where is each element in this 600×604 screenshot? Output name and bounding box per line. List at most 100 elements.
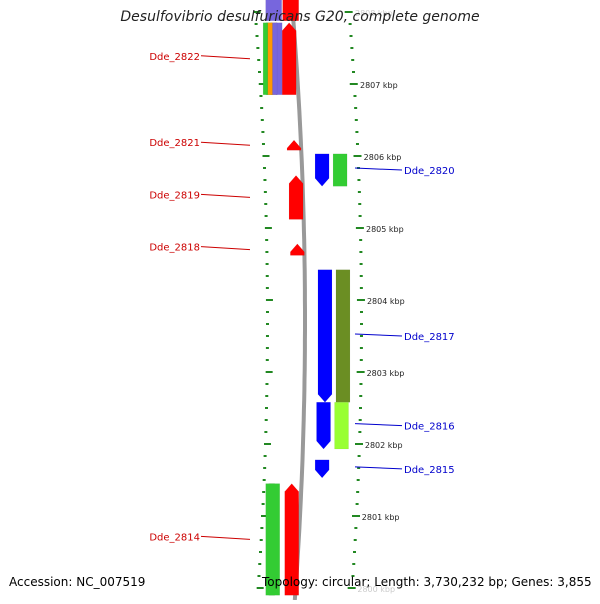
inner-tick-mark: [265, 287, 269, 289]
inner-tick-mark: [263, 179, 267, 181]
scale-label: 2803 kbp: [367, 369, 405, 378]
gene-label[interactable]: Dde_2815: [404, 465, 455, 476]
label-leader-line: [200, 141, 251, 146]
gene-label[interactable]: Dde_2814: [149, 532, 200, 543]
inner-tick-mark: [264, 203, 268, 205]
outer-tick-mark: [354, 527, 358, 529]
label-leader-line: [200, 55, 251, 60]
outer-tick-mark: [359, 263, 363, 265]
cds-forward-arrow: [314, 153, 330, 187]
inner-tick-mark: [265, 347, 269, 349]
inner-tick-mark: [265, 335, 269, 337]
inner-tick-mark: [260, 119, 264, 121]
inner-tick-mark: [255, 35, 259, 37]
cds-reverse-arrow: [282, 0, 299, 22]
inner-tick-mark: [265, 311, 269, 313]
scale-label: 2806 kbp: [364, 153, 402, 162]
outer-tick-mark: [349, 35, 353, 37]
outer-tick-mark: [358, 431, 362, 433]
outer-tick-mark: [353, 539, 357, 541]
cds-reverse-arrow: [290, 243, 305, 256]
outer-tick-mark: [353, 95, 357, 97]
inner-tick-mark: [260, 527, 264, 529]
outer-tick-mark: [348, 23, 352, 25]
inner-tick-mark: [263, 467, 267, 469]
cog-bar: [265, 483, 280, 596]
label-leader-line: [354, 333, 403, 337]
outer-tick-mark: [359, 335, 363, 337]
inner-tick-mark: [257, 575, 261, 577]
outer-tick-mark: [359, 323, 363, 325]
inner-tick-mark: [261, 143, 265, 145]
inner-tick-mark: [254, 23, 258, 25]
gene-label[interactable]: Dde_2817: [404, 332, 455, 343]
outer-tick-mark: [358, 407, 362, 409]
cog-bar: [265, 0, 282, 22]
scale-labels: 2808 kbp 2807 kbp 2806 kbp 2805 kbp 2804 kbp…: [355, 9, 405, 594]
inner-tick-mark: [265, 395, 269, 397]
outer-tick-mark: [353, 551, 357, 553]
gene-label[interactable]: Dde_2820: [404, 166, 455, 177]
outer-tick-mark: [358, 419, 362, 421]
inner-tick-mark: [263, 455, 267, 457]
gene-label[interactable]: Dde_2822: [149, 52, 200, 63]
cds-forward-arrow: [314, 459, 330, 479]
outer-tick-mark: [353, 155, 362, 157]
tick-marks: [253, 11, 365, 589]
inner-tick-mark: [261, 131, 265, 133]
accession-text: Accession: NC_007519: [9, 575, 146, 589]
scale-label: 2807 kbp: [360, 81, 398, 90]
inner-tick-mark: [258, 71, 262, 73]
inner-tick-mark: [265, 383, 269, 385]
gene-label[interactable]: Dde_2821: [149, 138, 200, 149]
inner-tick-mark: [265, 299, 273, 301]
inner-tick-mark: [265, 359, 269, 361]
outer-tick-mark: [358, 215, 362, 217]
inner-tick-mark: [264, 215, 268, 217]
inner-tick-mark: [265, 263, 269, 265]
gene-label[interactable]: Dde_2816: [404, 422, 455, 433]
inner-tick-mark: [265, 323, 269, 325]
genome-summary-text: Topology: circular; Length: 3,730,232 bp…: [262, 575, 592, 589]
cog-bar: [267, 22, 273, 96]
inner-tick-mark: [264, 431, 268, 433]
cds-reverse-arrow: [286, 139, 302, 151]
outer-tick-mark: [355, 131, 359, 133]
label-leader-line: [200, 193, 251, 198]
outer-tick-mark: [350, 47, 354, 49]
outer-tick-mark: [355, 443, 364, 445]
cds-forward-arrow: [317, 269, 333, 403]
outer-tick-mark: [358, 203, 362, 205]
outer-tick-mark: [357, 191, 361, 193]
scale-label: 2801 kbp: [362, 513, 400, 522]
outer-tick-mark: [357, 467, 361, 469]
outer-tick-mark: [347, 587, 356, 589]
inner-tick-mark: [258, 83, 266, 85]
inner-tick-mark: [263, 191, 267, 193]
outer-tick-mark: [359, 251, 363, 253]
outer-tick-mark: [354, 107, 358, 109]
inner-tick-mark: [253, 11, 261, 13]
cog-bar: [272, 22, 278, 96]
backbone-line: [289, 0, 307, 601]
inner-tick-mark: [259, 539, 263, 541]
scale-label: 2800 kbp: [357, 585, 395, 594]
outer-tick-mark: [355, 143, 359, 145]
scale-label: 2804 kbp: [367, 297, 405, 306]
scale-label: 2802 kbp: [365, 441, 403, 450]
gene-label[interactable]: Dde_2819: [149, 190, 200, 201]
cds-reverse-arrow: [288, 175, 304, 220]
label-leader-line: [200, 246, 251, 251]
gene-label[interactable]: Dde_2818: [149, 243, 200, 254]
inner-tick-mark: [265, 239, 269, 241]
scale-label: 2805 kbp: [366, 225, 404, 234]
outer-tick-mark: [359, 287, 363, 289]
outer-tick-mark: [344, 11, 353, 13]
inner-tick-mark: [265, 251, 269, 253]
feature-tracks: [262, 0, 351, 596]
label-leader-line: [354, 466, 403, 470]
inner-tick-mark: [256, 587, 264, 589]
outer-tick-mark: [355, 503, 359, 505]
outer-tick-mark: [356, 491, 360, 493]
